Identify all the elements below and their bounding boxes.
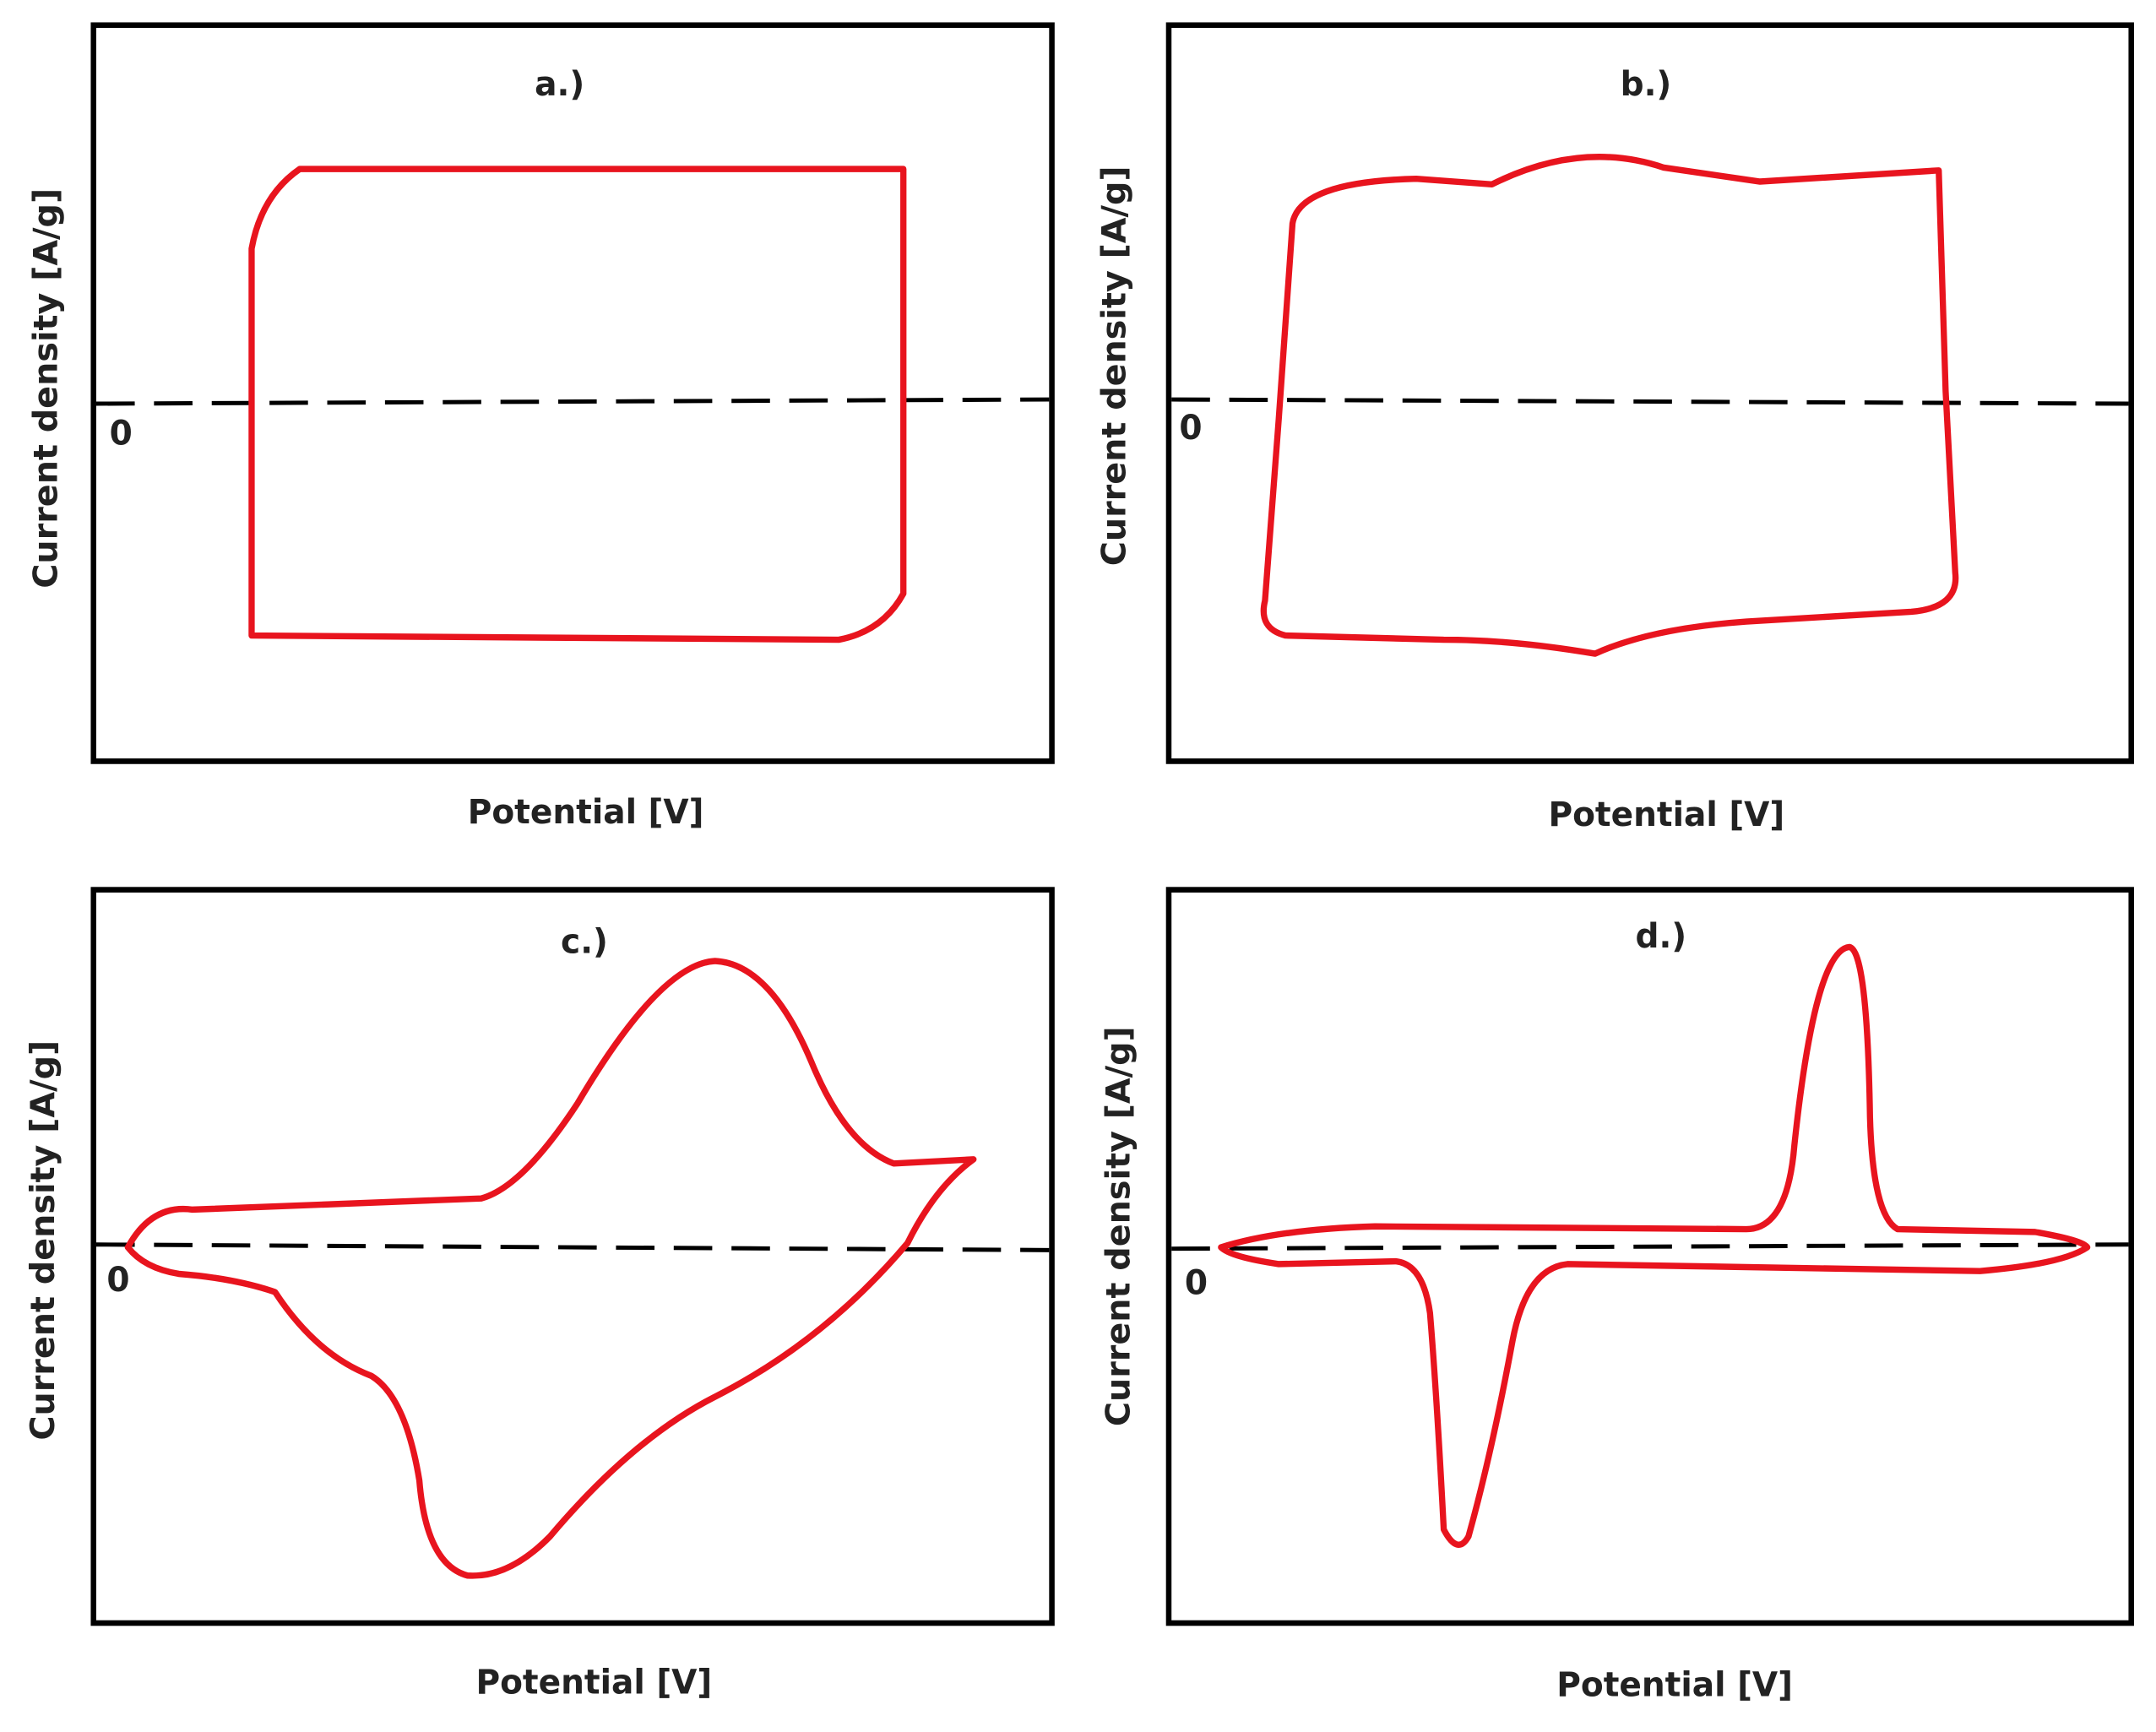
zero-label: 0	[1179, 409, 1202, 448]
y-axis-label: Current density [A/g]	[1100, 1026, 1138, 1426]
axes-box	[1165, 887, 2134, 1626]
x-axis-label: Potential [V]	[468, 793, 704, 832]
zero-label: 0	[1185, 1263, 1208, 1302]
x-axis-label: Potential [V]	[1548, 795, 1784, 834]
panel-label: c.)	[561, 922, 608, 961]
y-axis-label: Current density [A/g]	[1095, 166, 1134, 566]
panel: d.) 0 Potential [V] Current density [A/g…	[1100, 887, 2134, 1705]
x-axis-label: Potential [V]	[1556, 1665, 1793, 1704]
cv-curve	[124, 958, 977, 1579]
panel: a.) 0 Potential [V] Current density [A/g…	[27, 22, 1055, 832]
zero-line	[95, 397, 1050, 406]
panel-label: a.)	[535, 65, 584, 104]
axes-box	[1165, 22, 2134, 764]
y-axis-label: Current density [A/g]	[24, 1040, 62, 1441]
zero-label: 0	[106, 1261, 129, 1300]
panel-label: b.)	[1621, 65, 1672, 104]
zero-label: 0	[110, 414, 133, 453]
cv-curve	[1260, 154, 1959, 657]
y-axis-label: Current density [A/g]	[27, 188, 66, 589]
panel: b.) 0 Potential [V] Current density [A/g…	[1095, 22, 2134, 834]
cv-curve	[1218, 943, 2091, 1548]
panel-label: d.)	[1636, 917, 1687, 956]
panel: c.) 0 Potential [V] Current density [A/g…	[24, 887, 1055, 1702]
zero-line	[1171, 397, 2129, 406]
zero-line	[1171, 1242, 2129, 1251]
zero-line	[95, 1242, 1050, 1252]
cv-curve	[248, 166, 907, 643]
axes-box	[90, 22, 1055, 764]
x-axis-label: Potential [V]	[475, 1663, 712, 1702]
axes-box	[90, 887, 1055, 1626]
